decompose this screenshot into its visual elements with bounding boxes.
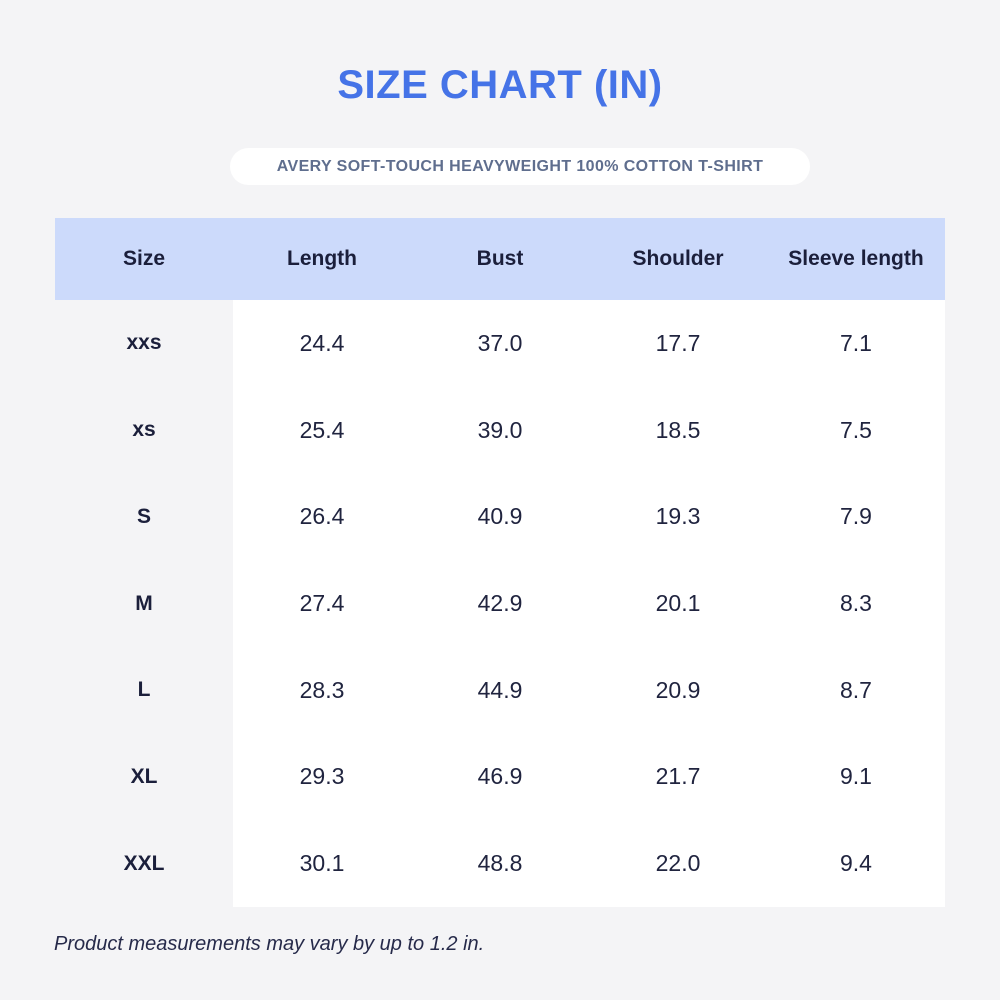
sleeve-length-value: 9.1 [840,763,872,790]
table-row-xxl: XXL 30.1 48.8 22.0 9.4 [55,820,945,907]
length-value: 29.3 [299,763,345,790]
shoulder-value: 18.5 [655,416,701,443]
column-header-bust: Bust [476,247,524,270]
bust-value: 40.9 [477,503,523,530]
shoulder-value: 17.7 [655,329,701,356]
sleeve-length-value: 9.4 [840,850,872,877]
table-row-xl: XL 29.3 46.9 21.7 9.1 [55,734,945,821]
size-label: M [135,591,153,615]
column-header-shoulder: Shoulder [632,247,724,270]
bust-value: 46.9 [477,763,523,790]
size-label: xs [132,418,156,442]
shoulder-value: 20.1 [655,590,701,617]
column-header-length: Length [287,247,357,270]
size-table: Size Length Bust Shoulder Sleeve length … [55,218,945,907]
table-row-s: S 26.4 40.9 19.3 7.9 [55,473,945,560]
page-title: SIZE CHART (IN) [337,63,663,107]
shoulder-value: 20.9 [655,676,701,703]
bust-value: 48.8 [477,850,523,877]
measurement-disclaimer: Product measurements may vary by up to 1… [54,933,485,955]
size-label: xxs [126,331,162,355]
size-label: S [136,504,151,528]
shoulder-value: 19.3 [655,503,701,530]
bust-value: 37.0 [477,329,523,356]
bust-value: 39.0 [477,416,523,443]
size-label: L [137,678,151,702]
table-row-xs: xs 25.4 39.0 18.5 7.5 [55,387,945,474]
product-name-label: AVERY SOFT-TOUCH HEAVYWEIGHT 100% COTTON… [276,157,764,175]
bust-value: 44.9 [477,676,523,703]
product-name-pill: AVERY SOFT-TOUCH HEAVYWEIGHT 100% COTTON… [230,148,810,185]
bust-value: 42.9 [477,590,523,617]
table-body: xxs 24.4 37.0 17.7 7.1 xs 25.4 39.0 18.5… [55,300,945,907]
sleeve-length-value: 7.5 [840,416,872,443]
length-value: 27.4 [299,590,345,617]
sleeve-length-value: 8.7 [840,676,872,703]
length-value: 30.1 [299,850,345,877]
table-row-m: M 27.4 42.9 20.1 8.3 [55,560,945,647]
column-header-size: Size [122,247,166,270]
shoulder-value: 21.7 [655,763,701,790]
table-row-l: L 28.3 44.9 20.9 8.7 [55,647,945,734]
length-value: 25.4 [299,416,345,443]
table-row-xxs: xxs 24.4 37.0 17.7 7.1 [55,300,945,387]
sleeve-length-value: 7.1 [840,329,872,356]
size-label: XXL [123,851,165,875]
sleeve-length-value: 7.9 [840,503,872,530]
size-label: XL [130,764,158,788]
sleeve-length-value: 8.3 [840,590,872,617]
length-value: 28.3 [299,676,345,703]
column-header-sleeve-length: Sleeve length [788,247,924,270]
length-value: 26.4 [299,503,345,530]
length-value: 24.4 [299,329,345,356]
shoulder-value: 22.0 [655,850,701,877]
table-header-row: Size Length Bust Shoulder Sleeve length [55,218,945,300]
